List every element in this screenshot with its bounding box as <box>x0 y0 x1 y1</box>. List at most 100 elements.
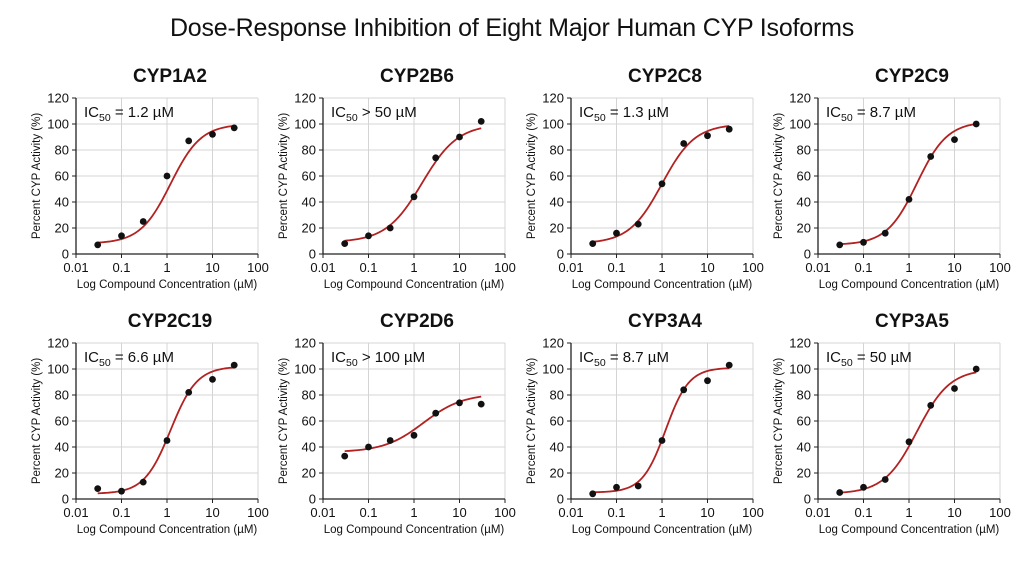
y-axis-label: Percent CYP Activity (%) <box>526 358 538 484</box>
x-tick-label: 100 <box>742 260 764 275</box>
x-tick-label: 0.1 <box>359 505 377 520</box>
y-tick-label: 80 <box>550 388 564 403</box>
data-point <box>94 241 102 249</box>
chart-panel-cyp3a4: CYP3A4 0 20 40 60 80 100 120 0.01 0.1 1 10 100 Log Co… <box>495 311 764 561</box>
y-axis-label: Percent CYP Activity (%) <box>31 358 43 484</box>
data-point <box>881 476 889 483</box>
chart-panel-cyp1a2: CYP1A2 0 20 40 60 80 100 120 0.01 0.1 1 10 100 Log Co… <box>0 66 269 316</box>
data-point <box>951 136 958 143</box>
ic50-subscript: 50 <box>346 112 358 124</box>
x-tick-label: 1 <box>905 505 912 520</box>
data-point <box>951 385 958 392</box>
x-tick-label: 10 <box>947 260 961 275</box>
data-point <box>365 443 372 451</box>
y-tick-label: 20 <box>797 221 811 236</box>
data-point <box>927 153 935 160</box>
y-tick-label: 0 <box>309 492 316 507</box>
x-tick-label: 10 <box>452 260 466 275</box>
chart-panel-cyp2d6: CYP2D6 0 20 40 60 80 100 120 0.01 0.1 1 10 100 Log Co… <box>247 311 516 561</box>
y-tick-label: 40 <box>55 440 69 455</box>
x-tick-label: 0.01 <box>558 260 583 275</box>
ic50-value: = 1.2 µM <box>111 104 174 121</box>
x-tick-label: 1 <box>163 505 170 520</box>
x-tick-label: 1 <box>905 260 912 275</box>
chart-panel-cyp2c9: CYP2C9 0 20 40 60 80 100 120 0.01 0.1 1 10 100 Log Co… <box>742 66 1011 316</box>
ic50-prefix: IC <box>579 104 594 121</box>
x-tick-label: 100 <box>247 260 269 275</box>
x-axis-label: Log Compound Concentration (µM) <box>77 524 258 536</box>
fit-curve <box>344 127 482 242</box>
data-point <box>905 196 913 203</box>
ic50-annotation: IC50 > 50 µM <box>331 104 417 124</box>
fit-curve <box>97 366 235 495</box>
chart-panel-cyp2c19: CYP2C19 0 20 40 60 80 100 120 0.01 0.1 1 10 100 Log C… <box>0 311 269 561</box>
ic50-annotation: IC50 = 1.2 µM <box>84 104 174 124</box>
x-tick-label: 100 <box>742 505 764 520</box>
y-tick-label: 120 <box>294 91 316 106</box>
x-tick-label: 10 <box>205 260 219 275</box>
y-tick-label: 120 <box>789 91 811 106</box>
ic50-prefix: IC <box>826 349 841 366</box>
y-tick-label: 120 <box>542 336 564 351</box>
data-point <box>972 120 980 128</box>
y-tick-label: 100 <box>542 117 564 132</box>
y-tick-label: 0 <box>804 247 811 262</box>
x-tick-label: 0.01 <box>310 505 335 520</box>
y-tick-label: 40 <box>302 195 316 210</box>
y-tick-label: 80 <box>55 388 69 403</box>
y-tick-label: 20 <box>55 466 69 481</box>
data-point <box>658 437 666 444</box>
data-point <box>386 437 394 444</box>
y-tick-label: 80 <box>550 143 564 158</box>
x-tick-label: 100 <box>989 260 1011 275</box>
y-tick-label: 0 <box>309 247 316 262</box>
data-point <box>209 131 216 138</box>
y-tick-label: 120 <box>47 336 69 351</box>
x-tick-label: 0.1 <box>359 260 377 275</box>
ic50-prefix: IC <box>826 104 841 121</box>
chart-svg: 0 20 40 60 80 100 120 0.01 0.1 1 10 100 Log Compound… <box>31 336 269 537</box>
x-axis-label: Log Compound Concentration (µM) <box>572 279 753 291</box>
x-tick-label: 1 <box>163 260 170 275</box>
data-point <box>725 125 733 133</box>
chart-svg: 0 20 40 60 80 100 120 0.01 0.1 1 10 100 Log Compound… <box>278 91 516 292</box>
data-point <box>185 389 193 396</box>
ic50-annotation: IC50 = 6.6 µM <box>84 349 174 369</box>
y-tick-label: 120 <box>789 336 811 351</box>
data-point <box>163 437 171 444</box>
y-tick-label: 100 <box>294 117 316 132</box>
data-point <box>613 229 620 237</box>
data-point <box>905 438 913 446</box>
x-tick-label: 1 <box>410 260 417 275</box>
panel-title: CYP2C8 <box>628 66 702 87</box>
data-point <box>341 240 349 248</box>
ic50-prefix: IC <box>579 349 594 366</box>
data-point <box>725 361 733 369</box>
x-tick-label: 10 <box>205 505 219 520</box>
x-tick-label: 0.1 <box>854 260 872 275</box>
y-tick-label: 60 <box>550 414 564 429</box>
ic50-prefix: IC <box>331 104 346 121</box>
y-axis-label: Percent CYP Activity (%) <box>278 113 290 239</box>
x-tick-label: 100 <box>494 505 516 520</box>
data-point <box>972 365 980 373</box>
panel-title: CYP1A2 <box>133 66 207 87</box>
data-point <box>163 172 171 180</box>
data-point <box>456 133 463 141</box>
x-tick-label: 10 <box>452 505 466 520</box>
data-point <box>139 478 147 486</box>
data-point <box>94 485 102 492</box>
ic50-value: = 1.3 µM <box>606 104 669 121</box>
y-axis-label: Percent CYP Activity (%) <box>31 113 43 239</box>
ic50-value: = 50 µM <box>853 349 912 366</box>
x-axis-label: Log Compound Concentration (µM) <box>572 524 753 536</box>
data-point <box>230 124 238 132</box>
x-tick-label: 1 <box>658 260 665 275</box>
ic50-subscript: 50 <box>841 357 853 369</box>
data-point <box>927 402 935 409</box>
y-tick-label: 60 <box>302 169 316 184</box>
figure-title: Dose-Response Inhibition of Eight Major … <box>169 14 855 42</box>
panel-title: CYP3A4 <box>628 311 702 332</box>
data-point <box>410 193 418 201</box>
y-tick-label: 0 <box>804 492 811 507</box>
